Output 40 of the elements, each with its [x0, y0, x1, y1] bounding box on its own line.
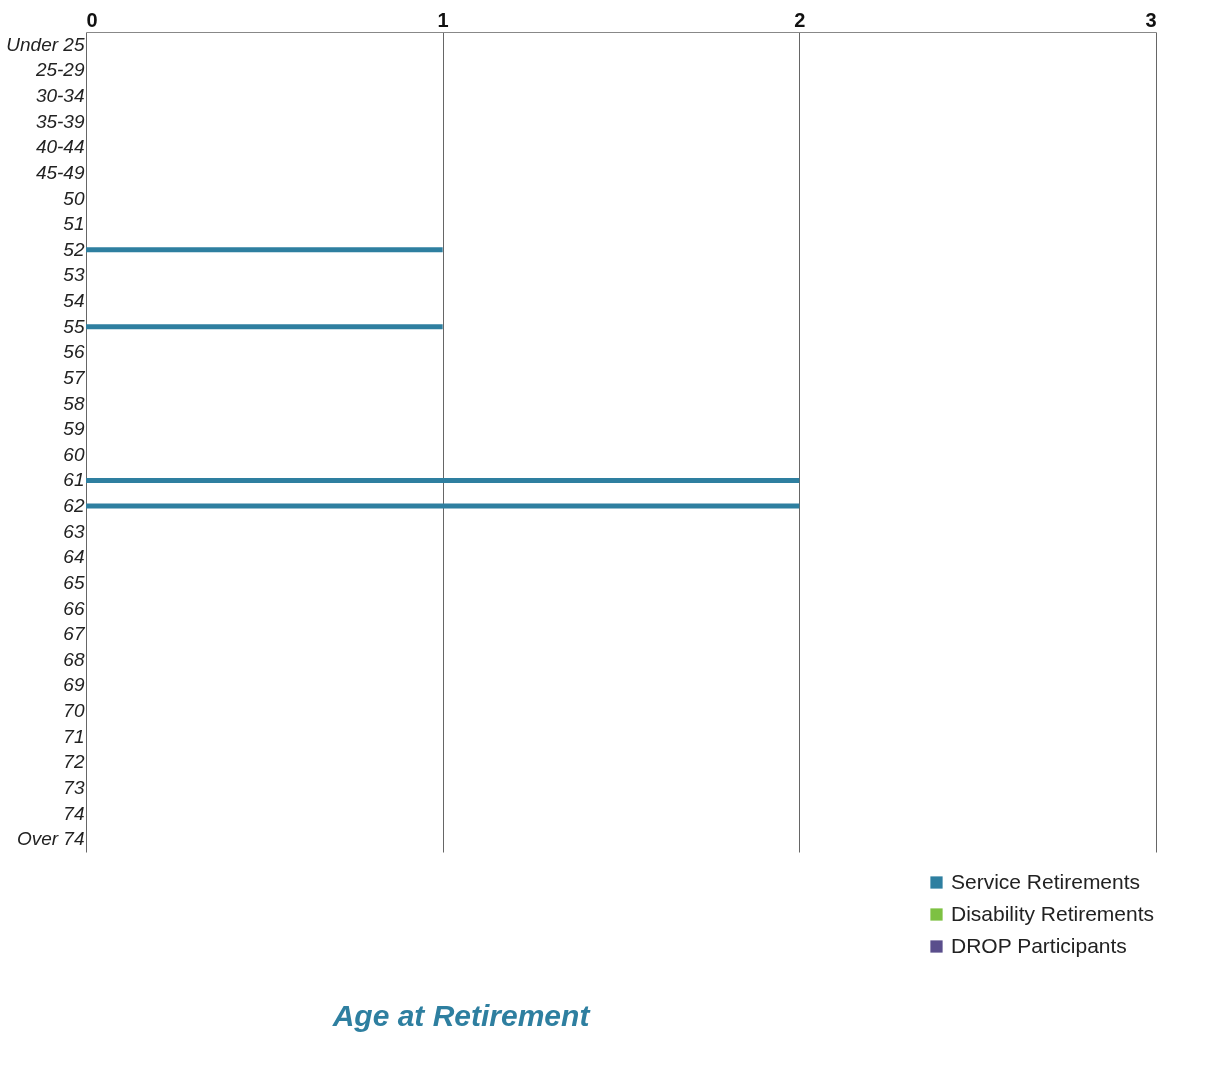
- legend-label: Service Retirements: [951, 869, 1141, 893]
- y-tick-label: Over 74: [16, 828, 85, 850]
- y-tick-label: 64: [63, 546, 85, 568]
- y-tick-label: 63: [63, 520, 85, 542]
- y-tick-label: 65: [63, 571, 85, 593]
- x-tick-label: 2: [794, 8, 806, 31]
- y-tick-label: 55: [63, 315, 85, 337]
- y-tick-label: 52: [63, 238, 85, 260]
- y-tick-label: 51: [63, 213, 85, 235]
- y-tick-label: 67: [63, 623, 86, 645]
- y-tick-label: 40-44: [35, 136, 85, 158]
- y-tick-label: 61: [63, 469, 85, 491]
- y-tick-label: 50: [63, 187, 85, 209]
- y-tick-label: 59: [63, 418, 85, 440]
- y-tick-label: 72: [63, 751, 85, 773]
- y-tick-label: 60: [63, 443, 85, 465]
- text: Age at Retirement: [331, 999, 592, 1032]
- y-tick-label: 68: [63, 648, 85, 670]
- y-tick-label: 74: [63, 802, 85, 824]
- y-tick-label: 62: [63, 495, 85, 517]
- y-tick-label: 53: [63, 264, 85, 286]
- y-tick-label: 54: [63, 290, 85, 312]
- y-tick-label: 69: [63, 674, 85, 696]
- y-tick-label: 57: [63, 366, 86, 388]
- y-tick-label: 45-49: [35, 161, 85, 183]
- legend-label: Disability Retirements: [951, 901, 1155, 925]
- y-tick-label: Under 25: [6, 33, 85, 55]
- x-tick-label: 3: [1145, 8, 1157, 31]
- y-tick-label: 56: [63, 341, 85, 363]
- y-tick-label: 71: [63, 725, 85, 747]
- y-tick-label: 70: [63, 700, 85, 722]
- y-tick-label: 30-34: [35, 85, 85, 107]
- y-tick-label: 58: [63, 392, 85, 414]
- x-tick-label: 0: [86, 8, 98, 31]
- y-tick-label: 66: [63, 597, 85, 619]
- y-tick-label: 25-29: [34, 59, 85, 81]
- y-tick-label: 35-39: [35, 110, 85, 132]
- legend-label: DROP Participants: [951, 933, 1127, 957]
- x-tick-label: 1: [437, 8, 449, 31]
- y-tick-label: 73: [63, 776, 85, 798]
